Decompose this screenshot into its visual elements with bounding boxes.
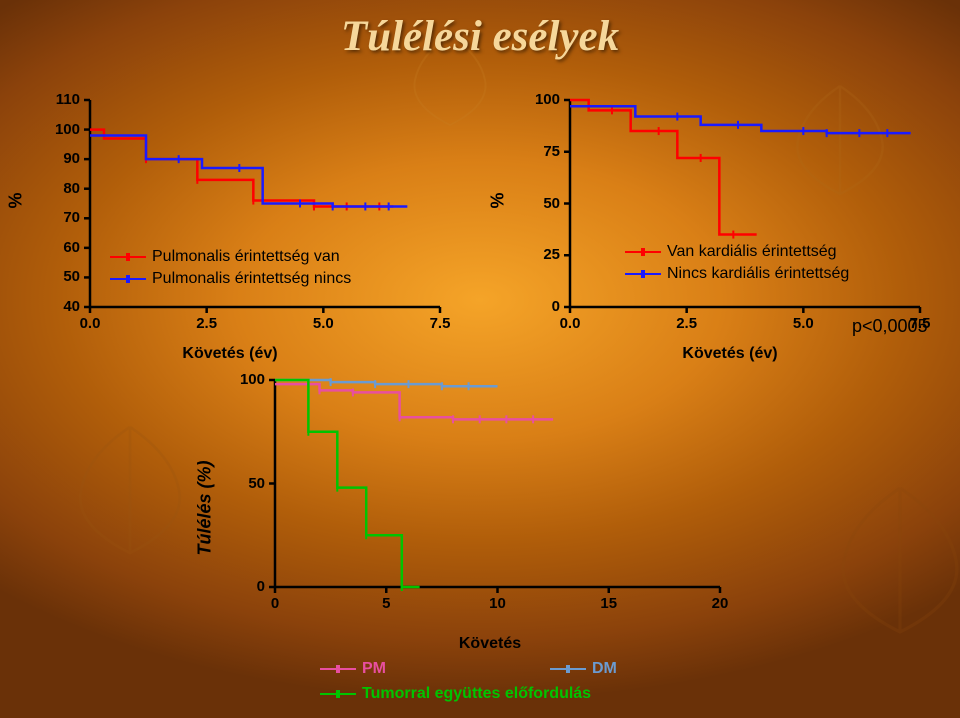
- legend-line-icon: [110, 256, 146, 258]
- ytick-label: 90: [63, 150, 80, 167]
- chart-right-xlabel: Követés (év): [640, 345, 820, 363]
- xtick-label: 7.5: [422, 315, 458, 332]
- legend-line-icon: [625, 251, 661, 253]
- chart-right-plot: [530, 95, 930, 335]
- ytick-label: 50: [248, 475, 265, 492]
- xtick-label: 5.0: [305, 315, 341, 332]
- chart-left: [50, 95, 450, 335]
- ytick-label: 0: [552, 298, 560, 315]
- chart-left-xlabel: Követés (év): [140, 345, 320, 363]
- xtick-label: 7.5: [902, 315, 938, 332]
- ytick-label: 40: [63, 298, 80, 315]
- legend-label: Van kardiális érintettség: [667, 243, 837, 261]
- chart-bottom-plot: [230, 375, 730, 615]
- chart-right: [530, 95, 930, 335]
- ytick-label: 50: [63, 268, 80, 285]
- chart-right-legend-1: Van kardiális érintettség: [625, 243, 837, 261]
- chart-left-legend-1: Pulmonalis érintettség van: [110, 248, 340, 266]
- xtick-label: 0.0: [552, 315, 588, 332]
- chart-right-ylabel: %: [488, 192, 509, 208]
- legend-label: DM: [592, 660, 617, 678]
- chart-left-legend-2: Pulmonalis érintettség nincs: [110, 270, 351, 288]
- xtick-label: 5.0: [785, 315, 821, 332]
- xtick-label: 0.0: [72, 315, 108, 332]
- ytick-label: 110: [56, 91, 80, 108]
- xtick-label: 10: [480, 595, 516, 612]
- xtick-label: 0: [257, 595, 293, 612]
- legend-label: Tumorral együttes előfordulás: [362, 685, 591, 703]
- xtick-label: 2.5: [189, 315, 225, 332]
- chart-bottom-legend-2: DM: [550, 660, 617, 678]
- slide-title: Túlélési esélyek: [0, 12, 960, 61]
- chart-bottom-xlabel: Követés: [420, 635, 560, 653]
- ytick-label: 0: [257, 578, 265, 595]
- ytick-label: 100: [535, 91, 560, 108]
- legend-line-icon: [625, 273, 661, 275]
- legend-label: Pulmonalis érintettség nincs: [152, 270, 351, 288]
- ytick-label: 70: [63, 209, 80, 226]
- chart-right-legend-2: Nincs kardiális érintettség: [625, 265, 849, 283]
- leaf-decor-1: [60, 420, 200, 560]
- chart-left-plot: [50, 95, 450, 335]
- xtick-label: 15: [591, 595, 627, 612]
- chart-left-ylabel: %: [6, 192, 27, 208]
- legend-line-icon: [110, 278, 146, 280]
- ytick-label: 100: [55, 121, 80, 138]
- legend-label: Pulmonalis érintettség van: [152, 248, 340, 266]
- ytick-label: 80: [63, 180, 80, 197]
- legend-label: PM: [362, 660, 386, 678]
- leaf-decor-3: [820, 480, 960, 640]
- chart-bottom-ylabel: Túlélés (%): [195, 436, 216, 556]
- legend-line-icon: [320, 693, 356, 695]
- chart-bottom-legend-3: Tumorral együttes előfordulás: [320, 685, 591, 703]
- ytick-label: 60: [63, 239, 80, 256]
- xtick-label: 20: [702, 595, 738, 612]
- ytick-label: 50: [543, 195, 560, 212]
- chart-bottom: [230, 375, 730, 615]
- legend-label: Nincs kardiális érintettség: [667, 265, 849, 283]
- slide-root: Túlélési esélyek % Követés (év) Pulmonal…: [0, 0, 960, 718]
- xtick-label: 5: [368, 595, 404, 612]
- xtick-label: 2.5: [669, 315, 705, 332]
- ytick-label: 25: [543, 246, 560, 263]
- legend-line-icon: [550, 668, 586, 670]
- ytick-label: 100: [240, 371, 265, 388]
- chart-bottom-legend-1: PM: [320, 660, 386, 678]
- legend-line-icon: [320, 668, 356, 670]
- ytick-label: 75: [543, 143, 560, 160]
